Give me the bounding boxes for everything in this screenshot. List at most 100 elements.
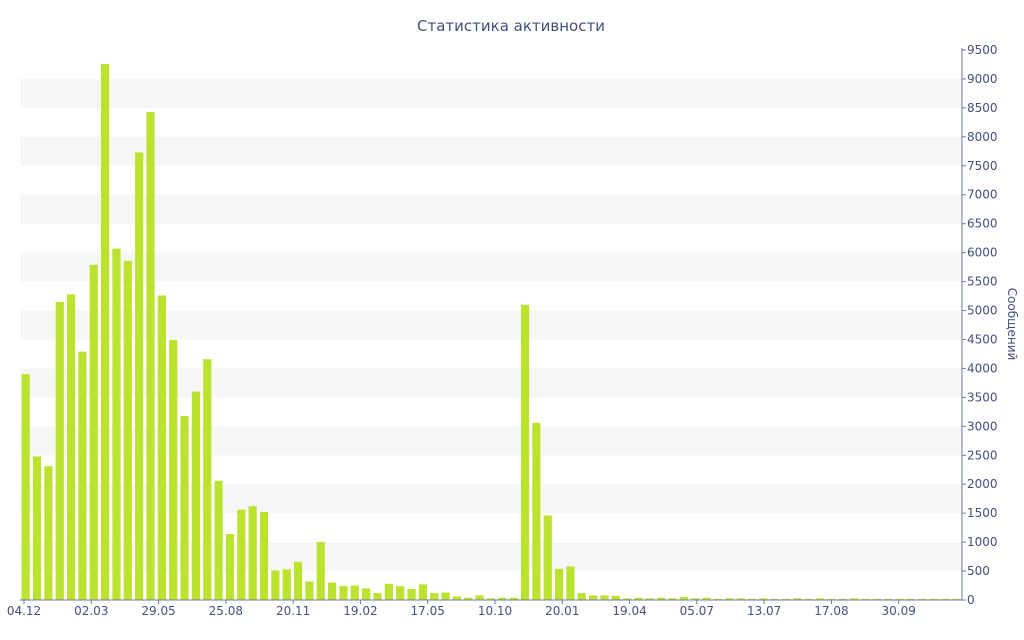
bar[interactable] [328,582,337,600]
bar[interactable] [566,566,575,600]
bar[interactable] [872,598,881,600]
bar[interactable] [157,295,166,600]
bar[interactable] [21,374,30,600]
bar[interactable] [816,598,825,600]
y-tick-label: 500 [967,564,990,578]
bar[interactable] [66,294,76,600]
bar[interactable] [929,598,938,600]
bar[interactable] [350,585,359,600]
bar[interactable] [725,598,734,600]
bar[interactable] [169,340,178,600]
bar[interactable] [452,596,462,600]
bar[interactable] [555,568,564,600]
bar[interactable] [532,422,541,600]
bar[interactable] [475,595,484,600]
bar[interactable] [89,264,98,600]
bar[interactable] [396,586,405,600]
bar[interactable] [850,598,859,600]
bar[interactable] [203,359,212,600]
bar[interactable] [112,248,121,600]
bar[interactable] [362,588,371,600]
bar[interactable] [940,598,950,600]
bar[interactable] [259,512,269,600]
bar[interactable] [373,593,382,600]
bar[interactable] [248,506,257,600]
y-tick-label: 2500 [967,448,998,462]
bar[interactable] [282,569,291,600]
bar[interactable] [339,586,348,600]
bar[interactable] [146,111,155,600]
y-ticks: 0 500 1000 1500 2000 2500 3000 3500 4000 4500 5000… [962,43,998,607]
bar[interactable] [793,598,802,600]
grid-band [20,252,962,282]
bar[interactable] [293,561,303,600]
y-tick-label: 6500 [967,217,998,231]
bar[interactable] [520,304,530,600]
grid-band [20,136,962,166]
bar[interactable] [237,509,246,600]
bar[interactable] [759,598,768,600]
bar[interactable] [305,581,314,600]
bar[interactable] [691,598,700,600]
bar[interactable] [464,597,473,600]
bar[interactable] [634,597,643,600]
bar[interactable] [918,598,927,600]
bar[interactable] [407,589,416,600]
bar[interactable] [509,597,518,600]
x-tick-label: 20.01 [545,604,579,618]
bar[interactable] [827,598,836,600]
bar[interactable] [543,515,552,600]
chart-title: Статистика активности [417,17,605,35]
bar[interactable] [32,456,42,600]
bar[interactable] [861,598,870,600]
bar[interactable] [191,391,200,600]
y-tick-label: 8000 [967,130,998,144]
x-tick-label: 30.09 [882,604,916,618]
bar[interactable] [498,597,507,600]
bar[interactable] [747,598,757,600]
bar[interactable] [770,598,779,600]
bar[interactable] [123,260,132,600]
bar[interactable] [702,597,711,600]
bar[interactable] [44,466,53,600]
bar[interactable] [838,598,847,600]
bar[interactable] [713,598,723,600]
bar[interactable] [668,598,677,600]
grid-band [20,194,962,224]
bar[interactable] [895,598,904,600]
bar[interactable] [384,583,393,600]
bar[interactable] [214,480,223,600]
bar[interactable] [271,570,280,600]
bar[interactable] [316,542,325,600]
bar[interactable] [782,598,791,600]
bar[interactable] [952,598,961,600]
y-tick-label: 9000 [967,72,998,86]
bar[interactable] [657,597,666,600]
bar[interactable] [645,598,654,600]
x-tick-label: 29.05 [141,604,175,618]
bar[interactable] [55,301,64,600]
bar[interactable] [577,593,586,600]
bar[interactable] [600,595,609,600]
bar[interactable] [441,592,450,600]
bar[interactable] [623,598,632,600]
bar[interactable] [906,598,916,600]
bar[interactable] [101,63,110,600]
bar[interactable] [486,598,496,600]
y-tick-label: 1500 [967,506,998,520]
bar[interactable] [804,598,813,600]
bar[interactable] [736,598,745,600]
bar[interactable] [180,415,189,600]
bar[interactable] [135,152,144,600]
bar[interactable] [679,597,689,600]
bar[interactable] [611,595,620,600]
bar[interactable] [418,584,427,600]
y-tick-label: 5500 [967,275,998,289]
bar[interactable] [225,534,235,600]
bar[interactable] [884,598,893,600]
bar[interactable] [430,593,439,600]
bar[interactable] [78,351,87,600]
x-tick-label: 17.08 [814,604,848,618]
y-tick-label: 1000 [967,535,998,549]
bar[interactable] [589,595,598,600]
